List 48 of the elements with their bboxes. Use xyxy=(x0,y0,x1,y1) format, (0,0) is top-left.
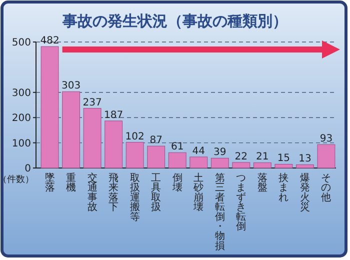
y-tick-label: 200 xyxy=(12,113,31,124)
x-tick-label: その他 xyxy=(321,173,332,204)
bar xyxy=(104,120,123,168)
x-tick-label: 落盤 xyxy=(257,172,268,194)
x-tick-label: 第三者転倒・物損 xyxy=(214,172,225,252)
x-tick-label: 爆発火災 xyxy=(300,172,310,214)
x-tick-label: 交通事故 xyxy=(87,172,98,214)
bar xyxy=(147,146,166,168)
bar xyxy=(40,46,59,168)
bar xyxy=(126,142,144,168)
data-label: 44 xyxy=(192,146,205,157)
data-label: 102 xyxy=(125,131,144,142)
bar xyxy=(62,91,80,168)
bar xyxy=(232,162,250,168)
data-label: 237 xyxy=(82,97,102,108)
x-tick-label: 工具取扱 xyxy=(151,173,162,214)
bar xyxy=(274,164,293,168)
x-tick-label: つまずき転倒 xyxy=(236,173,246,232)
y-tick-label: 0 xyxy=(24,164,31,174)
data-label: 21 xyxy=(256,152,269,163)
y-tick-label: 100 xyxy=(12,138,31,150)
y-axis-title: （件数） xyxy=(0,174,34,185)
data-label: 15 xyxy=(277,153,290,164)
x-tick-label: 倒壊 xyxy=(171,173,182,194)
bar xyxy=(210,158,229,168)
data-label: 39 xyxy=(214,147,226,158)
x-tick-label: 重機 xyxy=(66,172,76,194)
bar xyxy=(296,164,314,168)
data-label: 87 xyxy=(150,135,162,146)
bar xyxy=(190,156,208,168)
data-label: 93 xyxy=(320,134,333,145)
data-label: 61 xyxy=(171,142,184,153)
bar xyxy=(83,108,102,168)
x-tick-label: 挟まれ xyxy=(278,172,289,204)
data-label: 482 xyxy=(40,36,60,47)
data-label: 22 xyxy=(234,151,248,162)
x-tick-label: 飛来落下 xyxy=(108,173,119,214)
bar xyxy=(168,152,186,168)
bar xyxy=(253,162,272,168)
y-tick-label: 500 xyxy=(12,38,31,48)
y-tick-label: 300 xyxy=(12,88,31,99)
data-label: 303 xyxy=(62,80,81,92)
bar xyxy=(317,144,336,168)
x-tick-label: 土砂崩壊 xyxy=(192,172,204,214)
chart-title: 事故の発生状況（事故の種類別） xyxy=(62,12,288,30)
x-tick-label: 取扱運搬等 xyxy=(130,173,140,223)
x-tick-label: 墜落 xyxy=(44,172,55,194)
data-label: 13 xyxy=(298,154,312,165)
